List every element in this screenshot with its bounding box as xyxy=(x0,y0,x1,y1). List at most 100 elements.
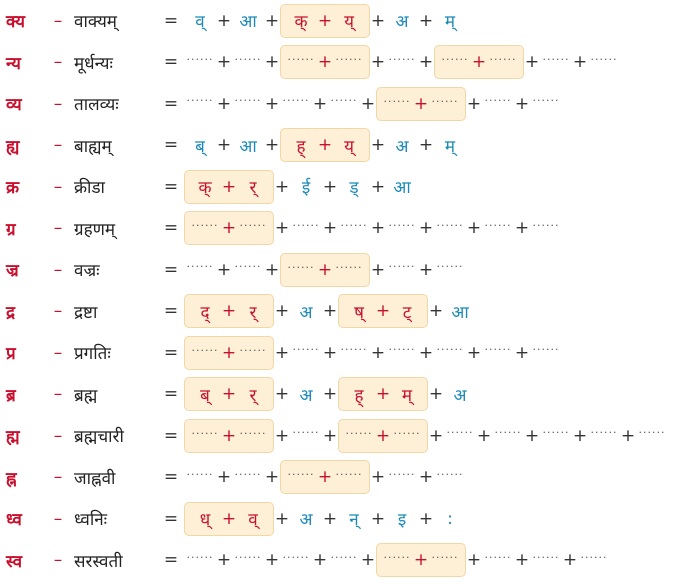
highlight-group: ...... +...... xyxy=(376,86,466,121)
plus: + xyxy=(322,301,338,322)
letter: अ xyxy=(453,385,467,406)
plus: + xyxy=(370,467,386,488)
letter: : xyxy=(447,508,453,529)
plus: + xyxy=(370,259,386,280)
highlight-group: ष् + ट् xyxy=(338,294,428,329)
letter: ट् xyxy=(402,302,412,323)
blank: ...... xyxy=(436,215,464,229)
blank: ...... xyxy=(330,547,358,561)
blank: ...... xyxy=(532,547,560,561)
letter: ई xyxy=(301,178,311,199)
conjunct: क्य xyxy=(6,12,25,33)
blank: ...... xyxy=(532,340,560,353)
dash: – xyxy=(53,135,63,156)
plus: + xyxy=(312,93,328,114)
plus: + xyxy=(428,384,444,405)
plus: + xyxy=(572,52,588,73)
highlight-group: द् + र् xyxy=(184,294,274,329)
blank: ...... xyxy=(191,340,219,354)
plus: + xyxy=(274,218,290,239)
blank: ...... xyxy=(335,257,363,271)
plus: + xyxy=(216,259,232,280)
blank: ...... xyxy=(239,216,267,230)
highlight-group: क् + य् xyxy=(280,3,370,38)
blank: ...... xyxy=(393,423,421,437)
blank: ...... xyxy=(484,547,512,561)
plus: + xyxy=(375,425,391,446)
conjunct: व्य xyxy=(6,95,22,116)
conjunct: ग्र xyxy=(6,219,16,240)
highlight-group: ध् + व् xyxy=(184,501,274,536)
plus: + xyxy=(221,508,237,529)
plus: + xyxy=(322,342,338,363)
plus: + xyxy=(264,550,280,571)
word: मूर्धन्यः xyxy=(74,53,113,74)
blank: ...... xyxy=(484,340,512,353)
blank: ...... xyxy=(186,547,214,561)
word: ब्रह्मचारी xyxy=(74,427,124,448)
plus: + xyxy=(413,93,429,114)
plus: + xyxy=(360,93,376,114)
blank: ...... xyxy=(186,257,214,270)
plus: + xyxy=(524,52,540,73)
blank: ...... xyxy=(532,91,560,104)
equals: = xyxy=(163,508,179,529)
equals: = xyxy=(163,93,179,114)
dash: – xyxy=(53,176,63,197)
word: ध्वनिः xyxy=(74,510,108,531)
equals: = xyxy=(163,550,179,571)
letter: व् xyxy=(248,510,258,531)
dash: – xyxy=(53,52,63,73)
highlight-group: ...... +...... xyxy=(280,45,370,80)
row: ध्व – ध्वनिः = ध् + व् + अ + न् + इ +: xyxy=(0,498,688,540)
plus: + xyxy=(370,10,386,31)
plus: + xyxy=(216,93,232,114)
highlight-group: ...... +...... xyxy=(184,211,274,246)
letter: य् xyxy=(344,12,354,33)
dash: – xyxy=(53,508,63,529)
letter: ब् xyxy=(200,385,210,406)
plus: + xyxy=(216,10,232,31)
plus: + xyxy=(370,218,386,239)
blank: ...... xyxy=(186,91,214,104)
plus: + xyxy=(418,259,434,280)
equals: = xyxy=(163,342,179,363)
plus: + xyxy=(514,342,530,363)
plus: + xyxy=(572,425,588,446)
dash: – xyxy=(53,384,63,405)
plus: + xyxy=(428,425,444,446)
plus: + xyxy=(466,550,482,571)
letter: य् xyxy=(344,136,354,157)
blank: ...... xyxy=(287,465,315,479)
plus: + xyxy=(514,93,530,114)
blank: ...... xyxy=(292,340,320,353)
blank: ...... xyxy=(234,49,262,63)
conjunct: ज्र xyxy=(6,261,19,282)
row: क्य – वाक्यम् = व् + आ + क् + य् + अ + म् xyxy=(0,0,688,42)
conjunct: ह्म xyxy=(6,427,20,448)
plus: + xyxy=(317,52,333,73)
plus: + xyxy=(274,176,290,197)
blank: ...... xyxy=(335,465,363,479)
letter: अ xyxy=(299,385,313,406)
blank: ...... xyxy=(335,50,363,64)
plus: + xyxy=(317,135,333,156)
letter: अ xyxy=(299,302,313,323)
row: द्र – द्रष्टा = द् + र् + अ + ष् + ट् + आ xyxy=(0,291,688,333)
blank: ...... xyxy=(191,216,219,230)
letter: ड् xyxy=(349,178,359,199)
conjunct: न्य xyxy=(6,53,21,74)
blank: ...... xyxy=(340,215,368,229)
blank: ...... xyxy=(388,49,416,63)
highlight-group: ...... +...... xyxy=(338,418,428,453)
plus: + xyxy=(514,550,530,571)
plus: + xyxy=(322,176,338,197)
letter: ध् xyxy=(199,510,211,531)
equals: = xyxy=(163,52,179,73)
plus: + xyxy=(418,342,434,363)
plus: + xyxy=(274,301,290,322)
plus: + xyxy=(418,10,434,31)
letter: ब् xyxy=(195,136,205,157)
blank: ...... xyxy=(388,464,416,478)
letter: म् xyxy=(444,12,456,33)
